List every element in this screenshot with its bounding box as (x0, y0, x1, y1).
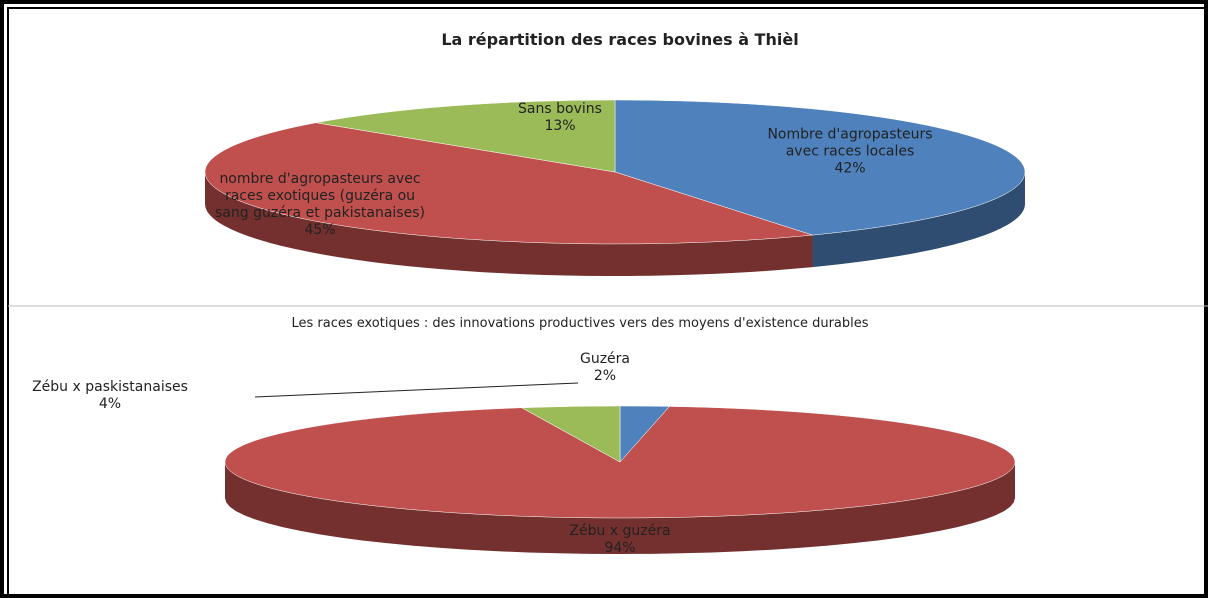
value-label: 13% (544, 118, 576, 134)
category-label: Nombre d'agropasteurs avec races locales (767, 126, 933, 160)
slice-label: Guzéra 2% (555, 351, 655, 385)
chart-title: Les races exotiques : des innovations pr… (291, 316, 869, 331)
slice-side (812, 172, 1025, 268)
slice-side (225, 462, 1015, 554)
category-label: Zébu x paskistanaises (32, 379, 188, 395)
slice-label: Sans bovins 13% (495, 101, 625, 135)
category-label: Guzéra (579, 351, 631, 367)
chart-title: La répartition des races bovines à Thièl (441, 30, 799, 49)
slice-label: Zébu x guzéra 94% (520, 523, 720, 557)
value-label: 94% (604, 540, 636, 556)
inner-frame (7, 7, 1208, 598)
pie-slice (520, 405, 621, 463)
value-label: 2% (593, 368, 617, 384)
value-label: 45% (304, 222, 336, 238)
pie-slice (614, 99, 1026, 236)
category-label: Zébu x guzéra (569, 523, 671, 539)
category-label: Sans bovins (518, 101, 602, 117)
slice-label: Nombre d'agropasteurs avec races locales… (765, 127, 935, 178)
leader-line (254, 382, 579, 398)
value-label: 42% (834, 160, 866, 177)
category-label: nombre d'agropasteurs avec races exotiqu… (215, 171, 425, 221)
slice-side (205, 172, 813, 276)
slice-label: Zébu x paskistanaises 4% (25, 379, 195, 413)
value-label: 4% (98, 396, 122, 412)
pie-slice (204, 122, 813, 245)
pie-slice (316, 99, 616, 173)
slice-label: nombre d'agropasteurs avec races exotiqu… (215, 171, 425, 239)
